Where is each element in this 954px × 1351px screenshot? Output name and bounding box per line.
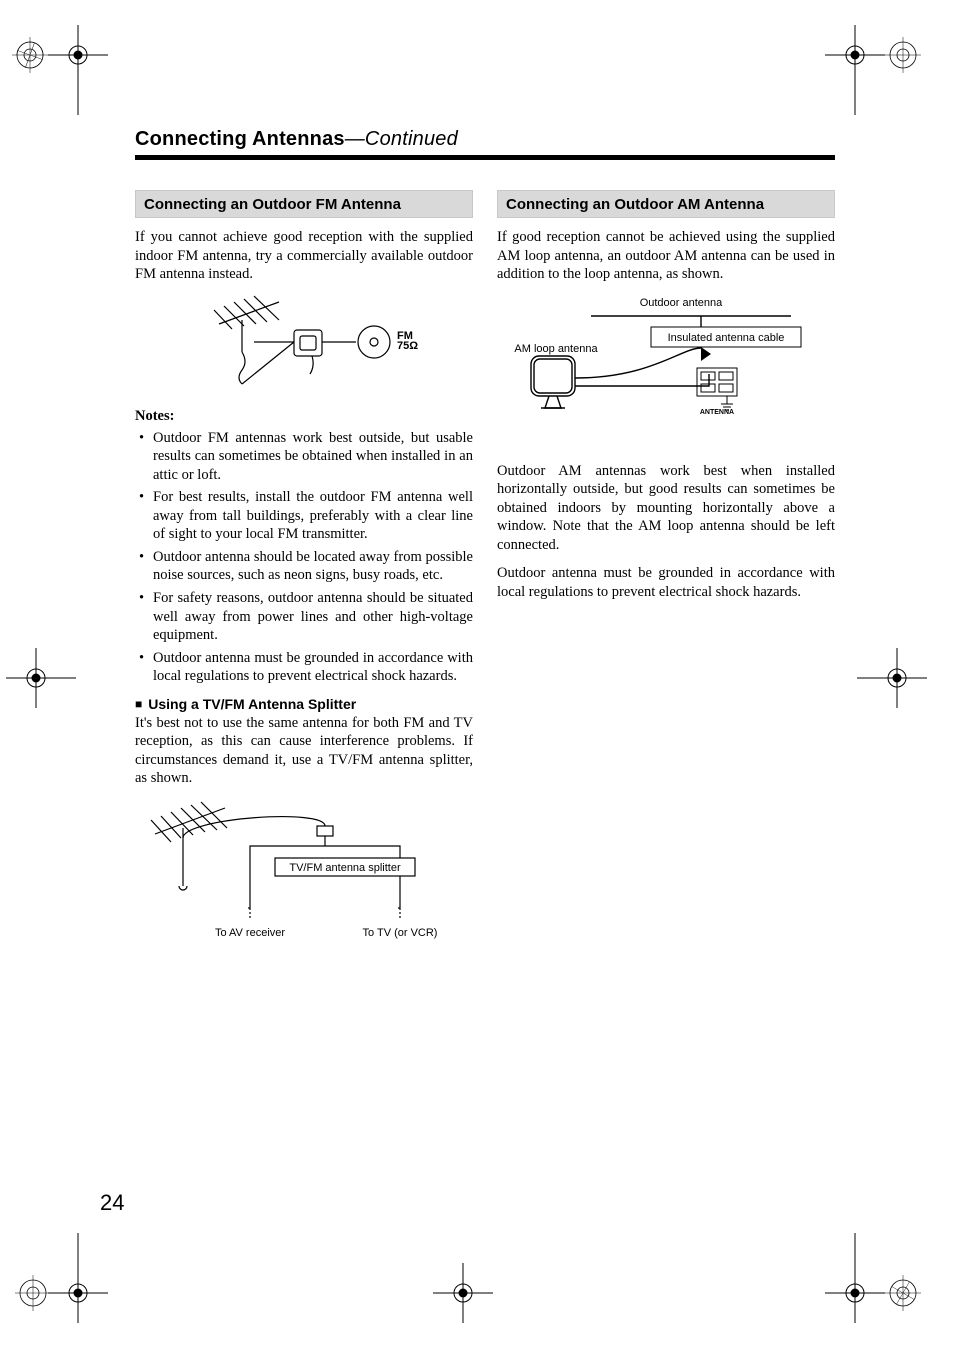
left-column: Connecting an Outdoor FM Antenna If you … <box>135 190 473 962</box>
fm-jack-label-2: 75 <box>397 340 409 352</box>
am-loop-label: AM loop antenna <box>514 343 598 355</box>
right-column: Connecting an Outdoor AM Antenna If good… <box>497 190 835 962</box>
svg-text:75Ω: 75Ω <box>397 340 418 352</box>
section-title-main: Connecting Antennas <box>135 128 345 150</box>
fm-note-3: Outdoor antenna should be located away f… <box>135 548 473 585</box>
splitter-heading-text: Using a TV/FM Antenna Splitter <box>148 696 356 712</box>
fm-heading: Connecting an Outdoor FM Antenna <box>135 190 473 218</box>
square-bullet-icon: ■ <box>135 697 142 711</box>
fm-antenna-figure: FM 75Ω <box>135 294 473 394</box>
splitter-right-label: To TV (or VCR) <box>363 927 438 939</box>
am-cable-label: Insulated antenna cable <box>668 332 785 344</box>
splitter-figure: TV/FM antenna splitter To AV receiver To… <box>135 798 473 948</box>
fm-intro: If you cannot achieve good reception wit… <box>135 228 473 284</box>
am-intro: If good reception cannot be achieved usi… <box>497 228 835 284</box>
fm-note-4: For safety reasons, outdoor antenna shou… <box>135 589 473 645</box>
splitter-heading: ■ Using a TV/FM Antenna Splitter <box>135 696 473 712</box>
fm-note-5: Outdoor antenna must be grounded in acco… <box>135 649 473 686</box>
fm-notes-list: Outdoor FM antennas work best outside, b… <box>135 429 473 686</box>
am-antenna-figure: Outdoor antenna Insulated antenna cable … <box>497 294 835 444</box>
am-para-2: Outdoor AM antennas work best when insta… <box>497 462 835 555</box>
section-title-continued: —Continued <box>345 128 458 150</box>
fm-jack-ohm: Ω <box>409 340 418 352</box>
am-outdoor-label: Outdoor antenna <box>640 297 723 309</box>
fm-note-1: Outdoor FM antennas work best outside, b… <box>135 429 473 485</box>
splitter-para: It's best not to use the same antenna fo… <box>135 714 473 788</box>
splitter-left-label: To AV receiver <box>215 927 285 939</box>
splitter-box-label: TV/FM antenna splitter <box>289 862 401 874</box>
notes-label: Notes: <box>135 408 473 425</box>
page-number: 24 <box>100 1190 124 1216</box>
section-title: Connecting Antennas—Continued <box>135 128 835 158</box>
am-terminal-label: ANTENNA <box>700 409 734 416</box>
am-para-3: Outdoor antenna must be grounded in acco… <box>497 564 835 601</box>
fm-note-2: For best results, install the outdoor FM… <box>135 488 473 544</box>
am-heading: Connecting an Outdoor AM Antenna <box>497 190 835 218</box>
